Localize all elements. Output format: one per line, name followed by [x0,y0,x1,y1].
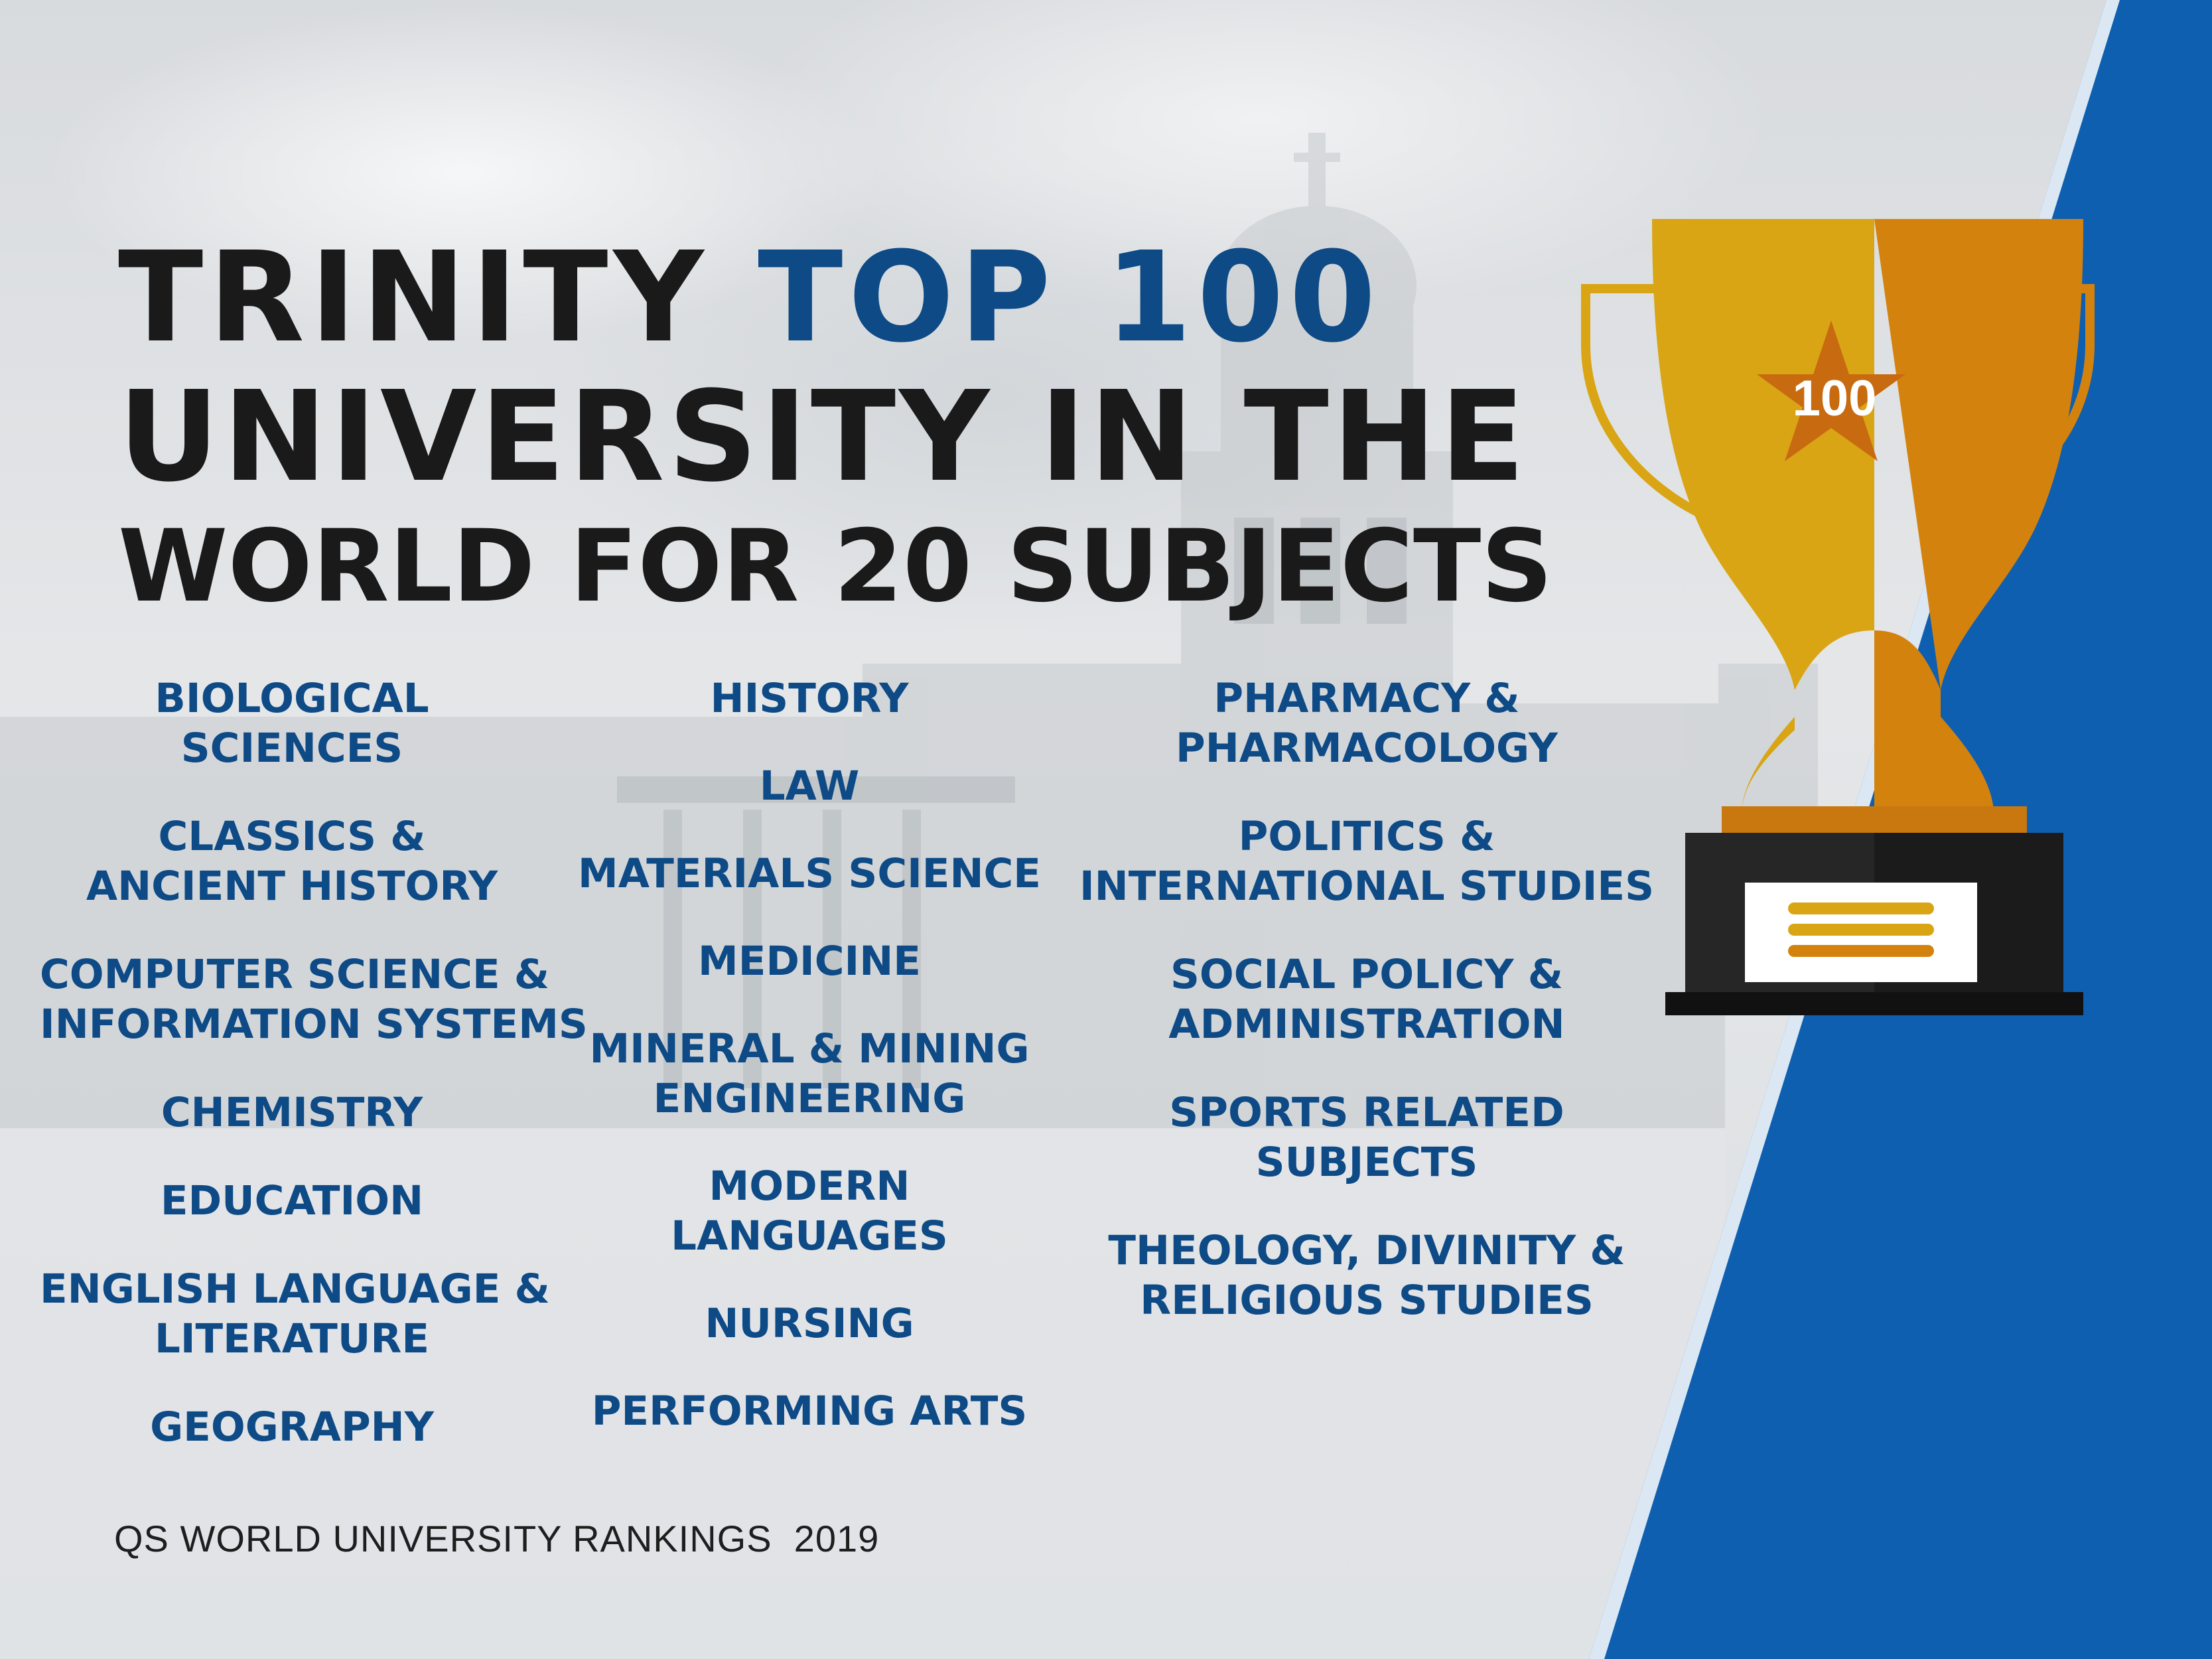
subject-line: SUBJECTS [1255,1139,1478,1186]
subject-performing-arts: PERFORMING ARTS [591,1388,1028,1435]
trophy-star-label: 100 [1793,370,1877,427]
subject-line: PHARMACOLOGY [1176,725,1558,772]
subject-line: ENGINEERING [653,1075,966,1122]
subject-social-policy: SOCIAL POLICY & ADMINISTRATION [1062,950,1672,1049]
subjects-column-2: HISTORY LAW MATERIALS SCIENCE MEDICINE M… [557,674,1062,1474]
subject-classics: CLASSICS & ANCIENT HISTORY [40,812,544,911]
subject-law: LAW [759,762,860,810]
subject-politics: POLITICS & INTERNATIONAL STUDIES [1062,812,1672,911]
subject-line: ANCIENT HISTORY [86,863,498,910]
subjects-column-1: BIOLOGICAL SCIENCES CLASSICS & ANCIENT HIS… [40,674,588,1490]
headline-line-1: TRINITY TOP 100 [118,236,1553,360]
subject-line: LITERATURE [154,1315,430,1362]
subject-line: RELIGIOUS STUDIES [1140,1277,1594,1324]
subject-line: SPORTS RELATED [1169,1089,1564,1136]
subject-english-language: ENGLISH LANGUAGE & LITERATURE [40,1264,550,1364]
plaque-line [1788,924,1934,936]
subject-education: EDUCATION [160,1177,424,1224]
trophy-cup-right [1874,219,2083,830]
subject-line: ADMINISTRATION [1168,1001,1565,1048]
trophy-cup-left [1652,219,1874,830]
subject-line: ENGLISH LANGUAGE & [40,1265,550,1313]
subject-biological-sciences: BIOLOGICAL SCIENCES [40,674,544,773]
subject-line: CLASSICS & [158,813,426,860]
subject-line: BIOLOGICAL [155,675,429,722]
subject-computer-science: COMPUTER SCIENCE & INFORMATION SYSTEMS [40,950,588,1049]
headline-line-2: UNIVERSITY IN THE [118,364,1529,510]
subject-line: INFORMATION SYSTEMS [40,1001,588,1048]
trophy-collar [1722,806,2027,833]
subject-history: HISTORY [710,675,909,722]
plaque-line [1788,945,1934,957]
subject-line: COMPUTER SCIENCE & [40,951,550,998]
subject-line: INTERNATIONAL STUDIES [1079,863,1655,910]
subject-line: LANGUAGES [671,1212,948,1260]
subject-line: THEOLOGY, DIVINITY & [1108,1227,1625,1274]
plaque-line [1788,902,1934,914]
headline-trinity: TRINITY [118,225,758,370]
trophy-icon: 100 [1581,219,2095,1015]
subject-line: POLITICS & [1238,813,1495,860]
subject-mineral-mining: MINERAL & MINING ENGINEERING [557,1024,1062,1123]
subject-chemistry: CHEMISTRY [161,1089,423,1136]
subject-line: MODERN [709,1163,910,1210]
subject-pharmacy: PHARMACY & PHARMACOLOGY [1062,674,1672,773]
subjects-column-3: PHARMACY & PHARMACOLOGY POLITICS & INTERNA… [1062,674,1672,1364]
trophy-base-foot [1665,992,2083,1015]
subject-line: MINERAL & MINING [589,1025,1030,1072]
subject-sports: SPORTS RELATED SUBJECTS [1062,1088,1672,1187]
headline: TRINITY TOP 100 UNIVERSITY IN THE WORLD … [118,236,1553,624]
subject-geography: GEOGRAPHY [150,1404,434,1451]
subject-theology: THEOLOGY, DIVINITY & RELIGIOUS STUDIES [1062,1226,1672,1325]
subject-nursing: NURSING [705,1300,914,1347]
subject-line: PHARMACY & [1213,675,1520,722]
headline-top-100: TOP 100 [758,225,1381,370]
subject-modern-languages: MODERN LANGUAGES [557,1161,1062,1261]
footer-source: QS WORLD UNIVERSITY RANKINGS 2019 [114,1518,880,1559]
headline-line-3: WORLD FOR 20 SUBJECTS [118,509,1553,624]
subject-line: SCIENCES [180,725,403,772]
subject-line: SOCIAL POLICY & [1170,951,1564,998]
star-icon [1757,321,1905,461]
subject-materials-science: MATERIALS SCIENCE [578,850,1041,897]
subject-medicine: MEDICINE [698,938,921,985]
